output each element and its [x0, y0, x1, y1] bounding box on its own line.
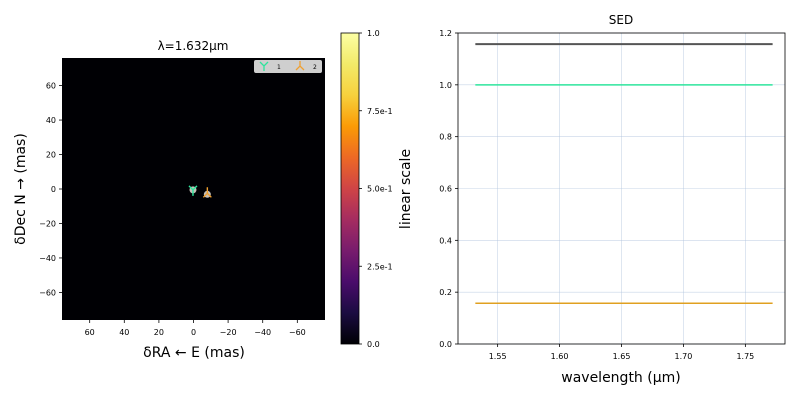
sed-x-tick-label: 1.70 [675, 352, 693, 361]
sed-y-tick-label: 1.2 [439, 29, 452, 38]
image-title: λ=1.632μm [158, 39, 229, 53]
sed-x-tick-label: 1.75 [736, 352, 754, 361]
sed-x-tick-label: 1.60 [551, 352, 569, 361]
image-y-tick-label: 40 [46, 116, 56, 125]
sed-title: SED [609, 13, 633, 27]
source-1-marker [188, 185, 198, 196]
image-x-ticks: 60 40 20 0 −20 −40 −60 [85, 320, 306, 337]
sed-y-tick-label: 0.2 [439, 288, 452, 297]
colorbar: 0.0 2.5e-1 5.0e-1 7.5e-1 1.0 linear scale [340, 29, 414, 349]
colorbar-label: linear scale [398, 149, 414, 229]
colorbar-ticks: 0.0 2.5e-1 5.0e-1 7.5e-1 1.0 [359, 29, 393, 349]
source-2-marker [202, 187, 212, 198]
sed-y-tick-label: 0.4 [439, 236, 452, 245]
image-panel: λ=1.632μm 60 40 20 0 −20 −40 −60 60 40 20 0 −20 −40… [13, 39, 325, 361]
image-y-tick-label: −20 [39, 219, 56, 228]
image-legend: 1 2 [254, 60, 322, 73]
legend-marker-2 [295, 61, 305, 71]
image-y-ticks: 60 40 20 0 −20 −40 −60 [39, 82, 62, 297]
sed-x-ticks: 1.55 1.60 1.65 1.70 1.75 [489, 344, 754, 361]
image-y-label: δDec N → (mas) [13, 133, 29, 245]
image-x-tick-label: 0 [191, 328, 196, 337]
image-x-tick-label: 40 [119, 328, 129, 337]
sed-y-tick-label: 0.0 [439, 340, 452, 349]
sed-y-tick-label: 1.0 [439, 81, 452, 90]
sed-x-tick-label: 1.65 [613, 352, 631, 361]
sed-y-tick-label: 0.8 [439, 133, 452, 142]
image-x-label: δRA ← E (mas) [143, 345, 245, 361]
image-y-tick-label: 20 [46, 151, 56, 160]
colorbar-tick-label: 7.5e-1 [367, 107, 393, 116]
image-x-tick-label: −40 [254, 328, 271, 337]
image-y-tick-label: −40 [39, 254, 56, 263]
colorbar-tick-label: 2.5e-1 [367, 262, 393, 271]
legend-label-2: 2 [313, 64, 317, 71]
colorbar-tick-label: 1.0 [367, 29, 380, 38]
sed-panel: SED 1.55 1.60 1.65 1.70 1.75 0.0 0.2 0.4 0.6 0.8… [439, 13, 786, 386]
source-2-glow [203, 190, 211, 198]
image-x-tick-label: 20 [154, 328, 164, 337]
colorbar-gradient [340, 32, 360, 345]
image-x-tick-label: −20 [220, 328, 237, 337]
colorbar-tick-label: 0.0 [367, 340, 380, 349]
sed-lines [475, 43, 773, 305]
sed-grid [458, 32, 785, 345]
sed-y-tick-label: 0.6 [439, 185, 452, 194]
legend-box [254, 60, 322, 73]
legend-label-1: 1 [277, 64, 281, 71]
image-y-tick-label: 0 [51, 185, 56, 194]
sed-x-tick-label: 1.55 [489, 352, 507, 361]
colorbar-tick-label: 5.0e-1 [367, 185, 393, 194]
image-y-tick-label: 60 [46, 82, 56, 91]
sed-x-label: wavelength (μm) [561, 370, 680, 386]
image-markers [188, 185, 212, 198]
legend-marker-1 [259, 61, 269, 71]
image-x-tick-label: −60 [289, 328, 306, 337]
image-x-tick-label: 60 [85, 328, 95, 337]
image-y-tick-label: −60 [39, 288, 56, 297]
sed-y-ticks: 0.0 0.2 0.4 0.6 0.8 1.0 1.2 [439, 29, 458, 349]
